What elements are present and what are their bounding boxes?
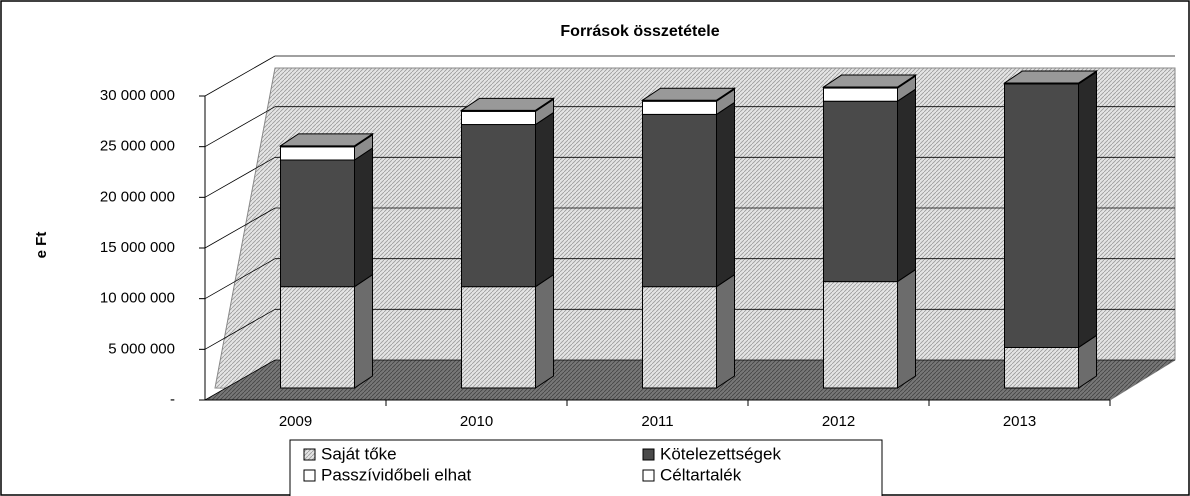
bar-segment <box>280 146 355 161</box>
y-tick-label: 30 000 000 <box>100 87 175 104</box>
grid-line <box>204 55 276 97</box>
x-tick-label: 2012 <box>822 413 855 430</box>
bar-segment <box>461 286 536 389</box>
bar-side <box>535 111 554 288</box>
bar-segment <box>280 159 355 288</box>
legend-label: Saját tőke <box>321 444 397 463</box>
bar-side <box>716 101 735 288</box>
bar-side <box>1078 71 1097 349</box>
x-tick-label: 2010 <box>460 413 493 430</box>
legend-swatch <box>642 469 655 482</box>
bar-top <box>821 74 918 88</box>
legend-label: Céltartalék <box>660 465 742 484</box>
y-axis-label: e Ft <box>33 232 50 259</box>
x-tick-label: 2011 <box>641 413 673 430</box>
x-tick-label: 2013 <box>1003 413 1036 430</box>
chart-title: Források összetétele <box>560 23 719 40</box>
y-tick-label: - <box>170 391 175 408</box>
x-tick-label: 2009 <box>279 413 312 430</box>
bar-segment <box>823 281 898 389</box>
legend-swatch <box>642 448 655 461</box>
grid-line <box>204 359 276 401</box>
legend <box>289 439 883 496</box>
bar-side <box>535 273 554 389</box>
bar-segment <box>461 124 536 288</box>
bar-top <box>1002 70 1099 84</box>
bar-segment <box>642 100 717 115</box>
legend-label: Kötelezettségek <box>660 444 781 463</box>
bar-top <box>459 97 556 111</box>
bar-segment <box>1004 83 1079 348</box>
y-tick-label: 15 000 000 <box>100 239 175 256</box>
bar-segment <box>280 286 355 389</box>
legend-swatch <box>303 469 316 482</box>
grid-line <box>204 258 276 300</box>
grid-line <box>204 156 276 198</box>
bar-side <box>897 268 916 389</box>
bar-side <box>716 273 735 389</box>
bar-segment <box>823 87 898 102</box>
bar-segment <box>642 286 717 389</box>
bar-segment <box>642 113 717 288</box>
grid-line <box>204 207 276 249</box>
grid-line <box>204 308 276 350</box>
y-tick-label: 10 000 000 <box>100 290 175 307</box>
bar-top <box>278 133 375 147</box>
y-tick-label: 5 000 000 <box>108 340 175 357</box>
bar-side <box>354 147 373 288</box>
bar-segment <box>461 110 536 126</box>
bar-segment <box>823 100 898 283</box>
y-tick-label: 25 000 000 <box>100 138 175 155</box>
bar-top <box>640 87 737 101</box>
bar-side <box>354 273 373 389</box>
y-tick-label: 20 000 000 <box>100 188 175 205</box>
bar-side <box>897 88 916 283</box>
grid-line <box>204 106 276 148</box>
legend-swatch <box>303 448 316 461</box>
bar-segment <box>1004 346 1079 389</box>
legend-label: Passzívidőbeli elhat <box>321 465 472 484</box>
